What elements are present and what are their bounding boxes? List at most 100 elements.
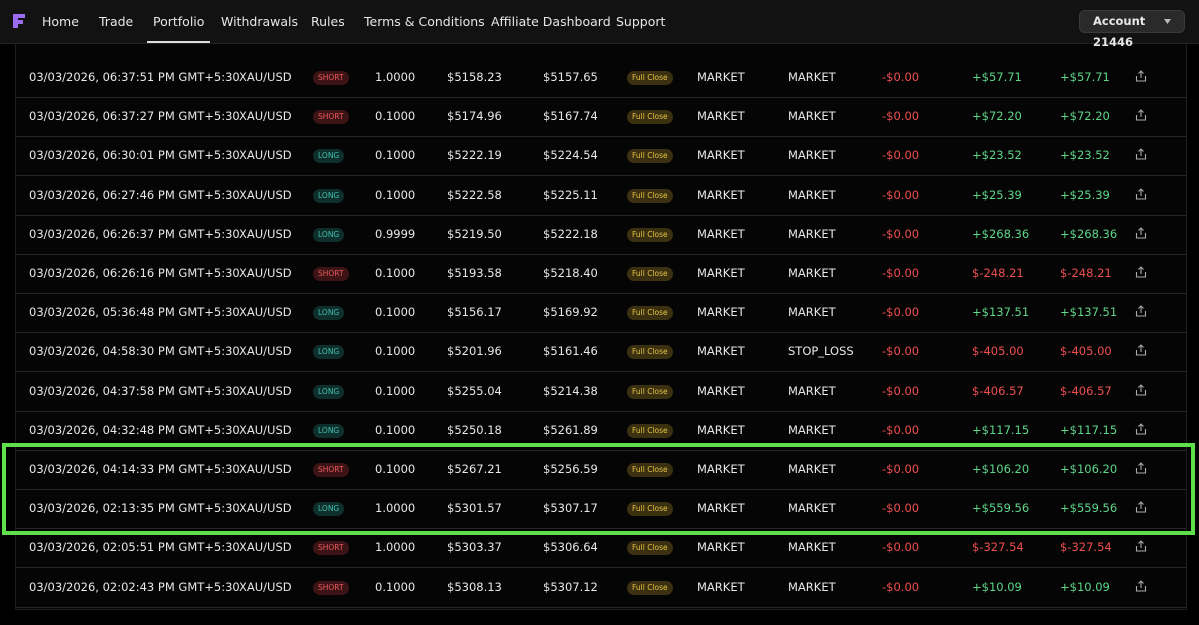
side-badge: LONG bbox=[313, 306, 345, 321]
order-type: MARKET bbox=[697, 383, 745, 398]
status-badge: Full Close bbox=[627, 345, 673, 360]
entry-price: $5219.50 bbox=[447, 226, 502, 241]
share-icon[interactable] bbox=[1135, 423, 1147, 435]
nav-item[interactable]: Terms & Conditions bbox=[364, 14, 485, 29]
close-type: MARKET bbox=[788, 540, 836, 555]
share-icon[interactable] bbox=[1135, 462, 1147, 474]
status-badge: Full Close bbox=[627, 188, 673, 203]
fees: -$0.00 bbox=[882, 148, 920, 163]
nav-item[interactable]: Trade bbox=[99, 14, 134, 29]
share-icon[interactable] bbox=[1135, 148, 1147, 160]
pnl: +$25.39 bbox=[972, 187, 1022, 202]
quantity: 1.0000 bbox=[375, 501, 416, 516]
status-badge: Full Close bbox=[627, 502, 673, 517]
nav-item[interactable]: Portfolio bbox=[147, 0, 211, 43]
date: 03/03/2026, 04:58:30 PM GMT+5:30 bbox=[29, 344, 240, 359]
table-row: 03/03/2026, 06:26:16 PM GMT+5:30 XAU/USD S… bbox=[16, 254, 1186, 294]
status-badge: Full Close bbox=[627, 384, 673, 399]
account-button[interactable]: Account 21446 bbox=[1079, 10, 1185, 49]
share-icon[interactable] bbox=[1135, 227, 1147, 239]
side-badge: LONG bbox=[313, 188, 345, 203]
pnl: +$117.15 bbox=[972, 422, 1030, 437]
entry-price: $5222.58 bbox=[447, 187, 502, 202]
share-icon[interactable] bbox=[1135, 266, 1147, 278]
nav-item[interactable]: Home bbox=[42, 14, 79, 29]
close-type: MARKET bbox=[788, 579, 836, 594]
share-icon[interactable] bbox=[1135, 579, 1147, 592]
status-badge: Full Close bbox=[627, 580, 673, 595]
net-pnl: +$117.15 bbox=[1060, 422, 1118, 437]
table-row: 03/03/2026, 02:13:35 PM GMT+5:30 XAU/USD L… bbox=[16, 489, 1186, 530]
nav-item[interactable]: Rules bbox=[311, 14, 345, 29]
date: 03/03/2026, 02:05:51 PM GMT+5:30 bbox=[29, 540, 240, 555]
net-pnl: +$57.71 bbox=[1060, 70, 1110, 84]
close-type: MARKET bbox=[788, 148, 836, 163]
symbol: XAU/USD bbox=[239, 579, 292, 594]
quantity: 0.1000 bbox=[375, 462, 416, 476]
exit-price: $5169.92 bbox=[543, 305, 598, 320]
side-badge: LONG bbox=[313, 502, 345, 517]
order-type: MARKET bbox=[697, 109, 745, 124]
symbol: XAU/USD bbox=[239, 344, 292, 359]
share-icon[interactable] bbox=[1135, 344, 1147, 356]
order-type: MARKET bbox=[697, 70, 745, 84]
status-badge: Full Close bbox=[627, 423, 673, 438]
table-row: 03/03/2026, 04:37:58 PM GMT+5:30 XAU/USD L… bbox=[16, 372, 1186, 412]
date: 03/03/2026, 04:32:48 PM GMT+5:30 bbox=[29, 422, 240, 437]
status-badge: Full Close bbox=[627, 463, 673, 477]
share-icon[interactable] bbox=[1135, 109, 1147, 121]
quantity: 0.1000 bbox=[375, 579, 416, 594]
share-icon[interactable] bbox=[1135, 305, 1147, 317]
quantity: 0.1000 bbox=[375, 422, 416, 437]
order-type: MARKET bbox=[697, 305, 745, 320]
side-badge: LONG bbox=[313, 227, 345, 242]
entry-price: $5158.23 bbox=[447, 70, 502, 84]
order-type: MARKET bbox=[697, 579, 745, 594]
exit-price: $5214.38 bbox=[543, 383, 598, 398]
side-badge: LONG bbox=[313, 384, 345, 399]
pnl: +$268.36 bbox=[972, 226, 1030, 241]
dropdown-arrow bbox=[1164, 19, 1171, 24]
net-pnl: +$559.56 bbox=[1060, 501, 1118, 516]
net-pnl: $-405.00 bbox=[1060, 344, 1112, 359]
order-type: MARKET bbox=[697, 540, 745, 555]
order-type: MARKET bbox=[697, 501, 745, 516]
symbol: XAU/USD bbox=[239, 70, 292, 84]
fees: -$0.00 bbox=[882, 540, 920, 555]
share-icon[interactable] bbox=[1135, 70, 1147, 82]
share-icon[interactable] bbox=[1135, 501, 1147, 513]
symbol: XAU/USD bbox=[239, 187, 292, 202]
pnl: +$559.56 bbox=[972, 501, 1030, 516]
close-type: MARKET bbox=[788, 383, 836, 398]
pnl: $-405.00 bbox=[972, 344, 1024, 359]
nav-item[interactable]: Support bbox=[616, 14, 666, 29]
share-icon[interactable] bbox=[1135, 540, 1147, 552]
share-icon[interactable] bbox=[1135, 383, 1147, 396]
date: 03/03/2026, 02:13:35 PM GMT+5:30 bbox=[29, 501, 240, 516]
share-icon[interactable] bbox=[1135, 187, 1147, 200]
nav-item[interactable]: Withdrawals bbox=[221, 14, 298, 29]
net-pnl: +$268.36 bbox=[1060, 226, 1118, 241]
status-badge: Full Close bbox=[627, 110, 673, 125]
side-badge: SHORT bbox=[313, 463, 349, 477]
order-type: MARKET bbox=[697, 266, 745, 280]
fees: -$0.00 bbox=[882, 579, 920, 594]
entry-price: $5250.18 bbox=[447, 422, 502, 437]
symbol: XAU/USD bbox=[239, 148, 292, 163]
exit-price: $5225.11 bbox=[543, 187, 598, 202]
pnl: $-248.21 bbox=[972, 266, 1024, 280]
net-pnl: +$106.20 bbox=[1060, 462, 1118, 476]
symbol: XAU/USD bbox=[239, 462, 292, 476]
date: 03/03/2026, 06:27:46 PM GMT+5:30 bbox=[29, 187, 240, 202]
close-type: MARKET bbox=[788, 70, 836, 84]
net-pnl: $-248.21 bbox=[1060, 266, 1112, 280]
side-badge: SHORT bbox=[313, 267, 349, 281]
logo[interactable] bbox=[12, 13, 26, 29]
entry-price: $5303.37 bbox=[447, 540, 502, 555]
quantity: 0.1000 bbox=[375, 109, 416, 124]
nav-item[interactable]: Affiliate Dashboard bbox=[491, 14, 611, 29]
table-row: 03/03/2026, 04:14:33 PM GMT+5:30 XAU/USD S… bbox=[16, 450, 1186, 490]
status-badge: Full Close bbox=[627, 267, 673, 281]
symbol: XAU/USD bbox=[239, 226, 292, 241]
account-label: Account 21446 bbox=[1093, 14, 1146, 49]
